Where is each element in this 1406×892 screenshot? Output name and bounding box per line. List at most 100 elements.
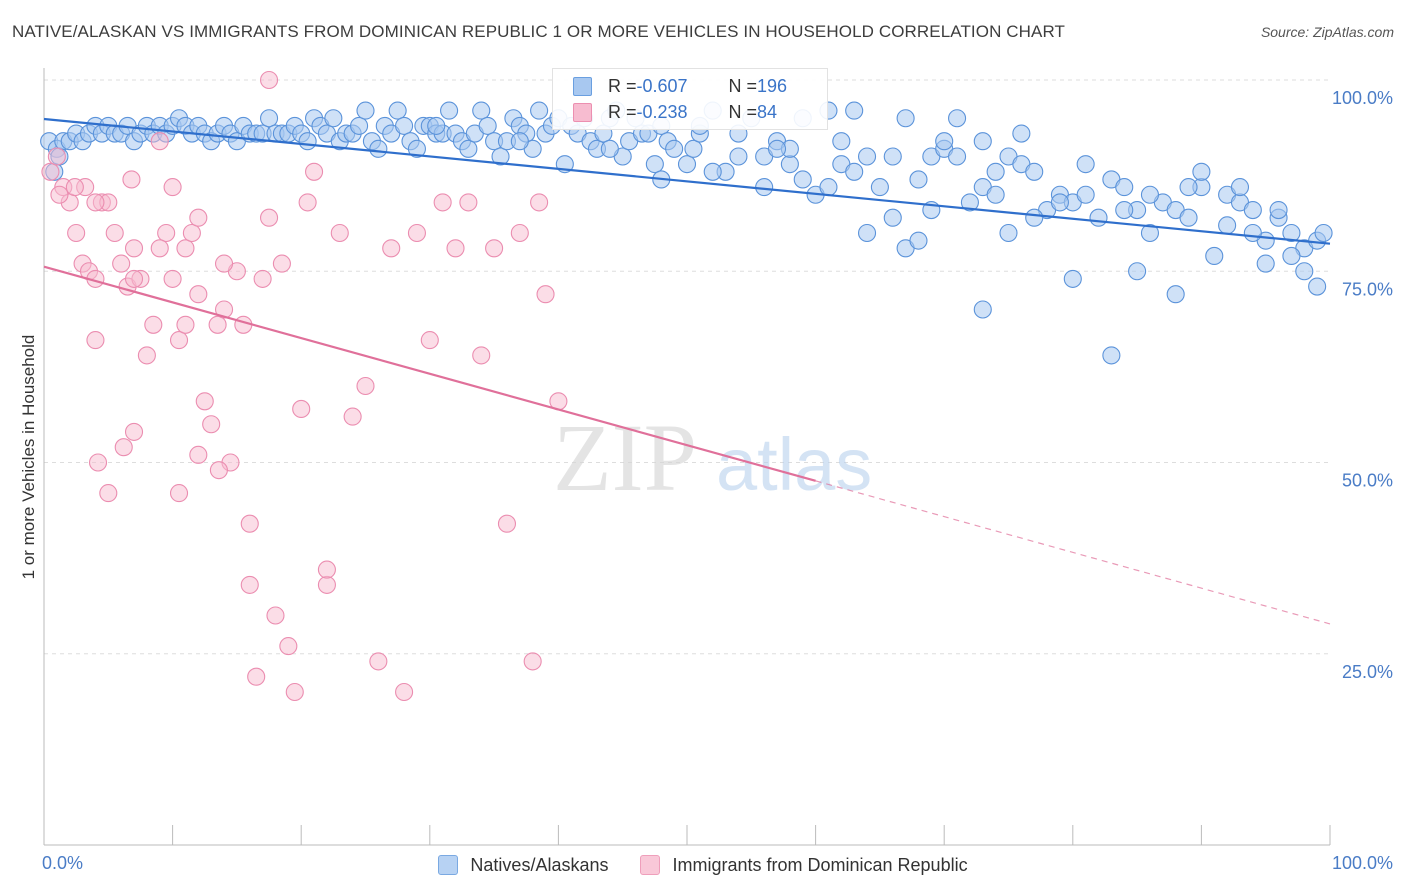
data-point-natives: [845, 101, 864, 120]
data-point-dominican: [137, 346, 156, 365]
data-point-natives: [1012, 124, 1031, 143]
data-point-dominican: [67, 223, 86, 243]
data-point-dominican: [343, 407, 362, 426]
series-dominican-points: [41, 70, 568, 702]
data-point-natives: [857, 147, 877, 166]
data-point-dominican: [124, 239, 144, 258]
x-tick-label: 100.0%: [1332, 853, 1393, 873]
data-point-natives: [395, 116, 414, 135]
data-point-dominican: [530, 193, 549, 212]
data-point-dominican: [433, 193, 452, 212]
data-point-dominican: [369, 652, 388, 671]
data-point-dominican: [176, 239, 195, 258]
legend-label-dominican: Immigrants from Dominican Republic: [672, 854, 968, 875]
data-point-natives: [832, 132, 851, 151]
data-point-natives: [356, 101, 375, 120]
data-point-dominican: [88, 453, 108, 472]
data-point-natives: [1140, 223, 1160, 243]
data-point-dominican: [214, 254, 234, 273]
data-point-natives: [324, 109, 343, 128]
legend-r-label: R =: [608, 75, 637, 96]
data-point-dominican: [395, 682, 414, 702]
data-point-dominican: [50, 185, 69, 204]
data-point-dominican: [176, 315, 195, 334]
data-point-dominican: [272, 254, 291, 273]
watermark-atlas: atlas: [716, 423, 872, 506]
data-point-dominican: [124, 422, 144, 441]
legend-label-natives: Natives/Alaskans: [470, 854, 609, 875]
axes: [43, 68, 1331, 846]
data-point-dominican: [298, 193, 317, 212]
data-point-dominican: [292, 399, 311, 419]
data-point-dominican: [150, 132, 169, 151]
data-point-dominican: [472, 346, 491, 365]
data-point-dominican: [259, 208, 279, 227]
data-point-dominican: [144, 315, 163, 334]
source-label: Source: ZipAtlas.com: [1260, 24, 1394, 40]
data-point-natives: [935, 132, 954, 151]
data-point-natives: [973, 132, 992, 151]
legend-n-label: N =: [728, 101, 758, 122]
data-point-dominican: [510, 223, 529, 243]
data-point-dominican: [122, 170, 141, 189]
data-point-natives: [1102, 346, 1121, 365]
legend-row-natives: R = -0.607 N = 196: [573, 74, 787, 98]
data-point-dominican: [317, 560, 336, 579]
data-point-dominican: [214, 300, 234, 319]
legend-item-natives[interactable]: Natives/Alaskans: [438, 855, 608, 876]
trend-line-dominican: [43, 265, 816, 482]
data-point-dominican: [407, 223, 426, 243]
data-point-dominican: [382, 239, 401, 258]
data-point-dominican: [163, 269, 182, 288]
data-point-natives: [1050, 193, 1069, 212]
data-point-dominican: [208, 315, 227, 334]
watermark-zip: ZIP: [553, 404, 697, 511]
data-point-dominican: [240, 575, 259, 594]
legend-swatch-natives: [438, 855, 459, 875]
data-point-dominican: [189, 445, 208, 464]
data-point-natives: [1140, 185, 1160, 204]
data-point-natives: [986, 185, 1005, 204]
data-point-dominican: [169, 331, 189, 350]
legend-item-dominican[interactable]: Immigrants from Dominican Republic: [640, 854, 968, 876]
data-point-dominican: [105, 223, 124, 243]
data-point-natives: [870, 178, 889, 197]
data-point-natives: [427, 116, 446, 135]
data-point-dominican: [420, 331, 439, 350]
data-point-natives: [478, 116, 497, 135]
y-tick-label: 50.0%: [1342, 471, 1393, 491]
correlation-legend: R = -0.607 N = 196 R = -0.238 N = 84: [552, 68, 828, 130]
chart-title: NATIVE/ALASKAN VS IMMIGRANTS FROM DOMINI…: [12, 22, 1066, 41]
trend-lines: [43, 117, 1331, 625]
data-point-natives: [1025, 208, 1044, 227]
data-point-dominican: [41, 162, 60, 181]
data-point-dominican: [86, 331, 105, 350]
data-point-natives: [1076, 155, 1095, 174]
data-point-dominican: [285, 682, 304, 702]
data-point-natives: [999, 223, 1018, 243]
data-point-natives: [1308, 277, 1327, 296]
legend-r-label: R =: [608, 101, 637, 122]
data-point-natives: [767, 139, 787, 158]
y-tick-label: 100.0%: [1332, 88, 1393, 108]
legend-row-dominican: R = -0.238 N = 84: [573, 100, 777, 124]
data-point-dominican: [240, 514, 259, 533]
data-point-natives: [1282, 246, 1301, 265]
data-point-natives: [407, 139, 426, 158]
data-point-natives: [472, 101, 491, 120]
data-point-natives: [1269, 201, 1288, 220]
data-point-dominican: [65, 178, 84, 197]
data-point-dominican: [99, 484, 118, 503]
data-point-dominican: [169, 484, 189, 503]
data-point-natives: [1295, 262, 1314, 281]
data-point-natives: [388, 101, 407, 120]
data-point-natives: [1230, 178, 1250, 197]
data-point-natives: [530, 101, 549, 120]
data-point-natives: [883, 147, 902, 166]
data-point-dominican: [114, 438, 133, 457]
data-point-dominican: [523, 652, 542, 671]
data-point-dominican: [234, 315, 253, 334]
x-tick-label: 0.0%: [42, 853, 83, 873]
data-point-natives: [350, 116, 369, 135]
y-tick-label: 25.0%: [1342, 662, 1393, 682]
